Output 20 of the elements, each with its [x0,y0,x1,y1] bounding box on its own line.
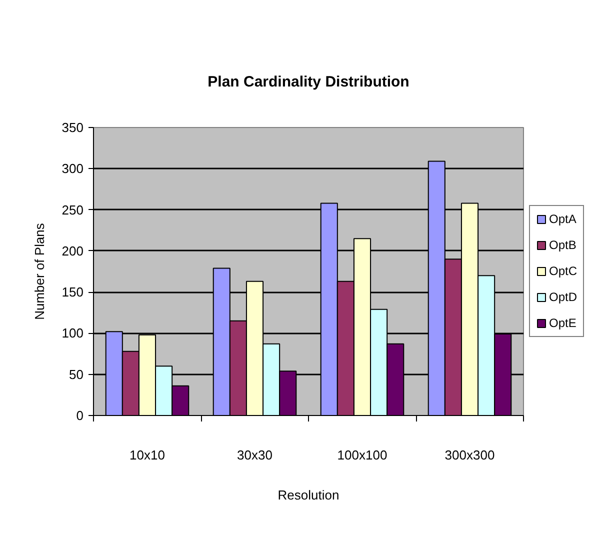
x-tick-label: 300x300 [444,448,495,462]
y-tick-label: 100 [62,326,84,341]
x-tick-label: 100x100 [337,448,388,462]
y-tick-label: 50 [69,366,84,382]
legend-label: OptD [549,290,578,304]
x-tick-label: 30x30 [237,448,272,462]
legend-label: OptB [549,238,576,252]
legend-label: OptE [549,316,576,330]
legend-label: OptC [549,264,578,278]
y-tick-label: 350 [62,120,84,135]
y-tick-label: 150 [62,284,84,300]
y-tick-label: 200 [62,243,84,258]
x-tick-label: 10x10 [130,448,165,462]
y-tick-label: 0 [76,408,84,423]
y-axis-title: Number of Plans [32,222,47,320]
y-tick-label: 250 [62,202,84,218]
chart-title: Plan Cardinality Distribution [208,74,410,90]
legend-label: OptA [549,212,576,226]
x-axis-title: Resolution [278,488,340,502]
y-tick-label: 300 [62,161,84,176]
